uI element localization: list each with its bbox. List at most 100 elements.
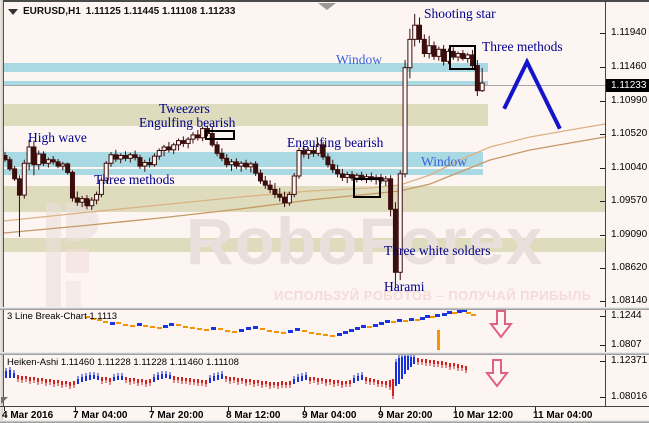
time-label: 4 Mar 2016 [2, 410, 54, 421]
candle [127, 154, 133, 159]
candle [272, 188, 278, 195]
candle [330, 164, 336, 171]
lb-dash [425, 315, 430, 318]
scroll-begin-icon[interactable] [1, 397, 8, 404]
lb-signal-arrow[interactable] [488, 310, 514, 339]
ha-bar [141, 379, 143, 382]
lb-dash [337, 333, 342, 336]
candle [60, 163, 66, 167]
candle [98, 179, 104, 195]
ha-bar [449, 363, 451, 367]
ha-bar [33, 377, 35, 380]
lb-dash [355, 327, 360, 330]
candle [450, 50, 456, 58]
lb-dash [316, 333, 321, 335]
pattern-box[interactable] [205, 130, 235, 140]
lb-dash [309, 332, 314, 334]
lb-spike-bar [437, 330, 440, 350]
time-label: 8 Mar 12:00 [226, 410, 281, 421]
ha-bar [25, 376, 27, 379]
pattern-label: Window [421, 154, 467, 169]
ha-bar [9, 370, 11, 378]
ha-bar [101, 377, 103, 381]
ha-bar [341, 381, 343, 385]
ha-signal-arrow[interactable] [484, 359, 510, 388]
lb-dash [143, 325, 148, 327]
candle [296, 150, 302, 177]
candle [474, 65, 480, 92]
candle [441, 48, 447, 62]
pattern-label: Engulfing bearish [139, 115, 236, 130]
time-label: 7 Mar 04:00 [73, 410, 128, 421]
candle [190, 134, 196, 140]
ha-bar [309, 377, 311, 381]
ha-bar [201, 380, 203, 383]
symbol-dropdown-icon[interactable] [8, 8, 18, 15]
candle [21, 162, 27, 196]
candle [123, 154, 128, 159]
ha-bar [293, 379, 295, 384]
ha-bar [325, 379, 327, 383]
pattern-box[interactable] [353, 178, 381, 198]
lb-dash [367, 326, 372, 328]
lb-dash [103, 321, 108, 323]
plot-left-border [3, 2, 4, 407]
ha-bar [441, 361, 443, 365]
window-band [4, 169, 483, 175]
candle [248, 163, 254, 168]
ha-bar [117, 376, 119, 380]
candle [426, 45, 432, 55]
title-symbol: EURUSD,H1 [23, 6, 81, 17]
lb-dash [343, 331, 348, 334]
lb-dash [183, 326, 188, 328]
lb-dash [471, 314, 476, 316]
panel-separator[interactable] [0, 352, 649, 355]
ha-bar [205, 380, 207, 384]
lb-dash [190, 327, 195, 329]
ha-bar [133, 378, 135, 381]
window-top-edge [0, 0, 649, 2]
price-label: 1.0807 [611, 339, 642, 350]
ha-bar [13, 373, 15, 378]
time-label: 9 Mar 20:00 [378, 410, 433, 421]
lb-dash [452, 312, 457, 314]
price-label: 1.08140 [611, 295, 648, 306]
lb-dash [430, 316, 435, 318]
price-tick [600, 268, 605, 269]
candle [41, 153, 47, 164]
candle [142, 162, 148, 167]
chart-shift-marker-icon[interactable] [318, 3, 336, 10]
candle [69, 171, 75, 199]
ha-bar [45, 379, 47, 383]
support-band [4, 104, 488, 126]
lb-dash [91, 318, 96, 320]
ha-bar [377, 380, 379, 384]
pattern-label: Tweezers [159, 101, 210, 116]
lb-dash [163, 325, 168, 328]
ha-bar [49, 379, 51, 382]
ha-bar [437, 361, 439, 364]
pattern-box[interactable] [449, 45, 476, 70]
lb-dash [137, 323, 142, 326]
ha-bar [337, 380, 339, 383]
pattern-label: Three methods [482, 39, 563, 54]
candle [470, 54, 476, 67]
panel-separator[interactable] [0, 307, 649, 310]
time-tick [4, 407, 5, 411]
ha-bar [281, 381, 283, 385]
ha-bar [429, 360, 431, 363]
forecast-arrow[interactable] [502, 57, 562, 130]
lb-dash [391, 321, 396, 323]
candle [417, 24, 423, 40]
roboforex-watermark-text: RoboForex [186, 204, 544, 278]
lb-dash [435, 314, 440, 317]
ha-bar [413, 357, 415, 364]
candle [74, 197, 80, 203]
chart-title: EURUSD,H1 1.11125 1.11445 1.11108 1.1123… [8, 6, 235, 17]
candle [479, 82, 485, 92]
pattern-label: High wave [28, 130, 87, 145]
time-tick [380, 407, 381, 411]
time-tick [228, 407, 229, 411]
